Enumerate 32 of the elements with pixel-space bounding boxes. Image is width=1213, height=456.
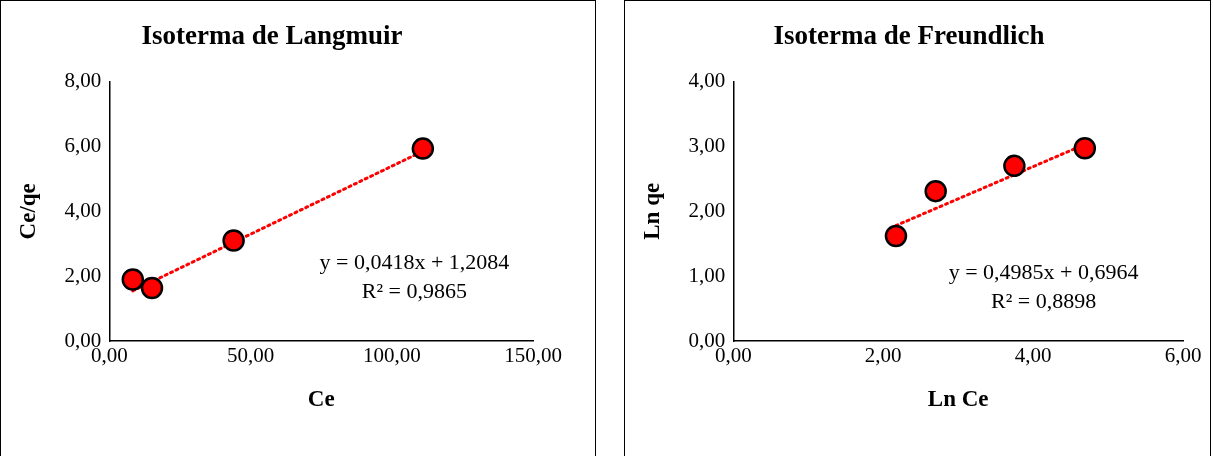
- x-axis-title: Ce: [307, 386, 335, 412]
- y-axis-title: Ce/qe: [14, 183, 40, 240]
- x-axis-title: Ln Ce: [927, 386, 989, 412]
- y-axis-title: Ln qe: [638, 182, 664, 240]
- point: [1073, 137, 1097, 160]
- x-tick-label: 100,00: [362, 343, 421, 368]
- point: [924, 179, 947, 203]
- y-tick-label: 3,00: [688, 132, 726, 157]
- annotation: y = 0,4985x + 0,6964: [948, 259, 1139, 285]
- y-tick-label: 2,00: [64, 262, 102, 287]
- point: [222, 229, 245, 252]
- x-tick-label: 150,00: [504, 343, 562, 368]
- chart-title: Isoterma de Freundlich: [773, 20, 1045, 51]
- point: [140, 276, 164, 300]
- y-tick-label: 4,00: [688, 67, 726, 92]
- x-tick-label: 50,00: [226, 343, 275, 368]
- annotation: y = 0,0418x + 1,2084: [319, 249, 510, 275]
- x-tick-label: 6,00: [1164, 343, 1202, 368]
- x-tick-label: 4,00: [1014, 343, 1052, 368]
- point: [121, 268, 145, 291]
- point: [884, 224, 908, 248]
- y-tick-label: 2,00: [688, 197, 726, 222]
- point: [411, 137, 435, 160]
- y-tick-label: 4,00: [64, 197, 102, 222]
- annotation: R² = 0,9865: [361, 278, 467, 304]
- chart-title: Isoterma de Langmuir: [141, 20, 403, 51]
- annotation: R² = 0,8898: [991, 288, 1097, 314]
- x-tick-label: 2,00: [864, 343, 902, 368]
- y-tick-label: 1,00: [688, 262, 726, 287]
- point: [1003, 154, 1026, 178]
- y-tick-label: 8,00: [64, 67, 102, 92]
- y-tick-label: 6,00: [64, 132, 102, 157]
